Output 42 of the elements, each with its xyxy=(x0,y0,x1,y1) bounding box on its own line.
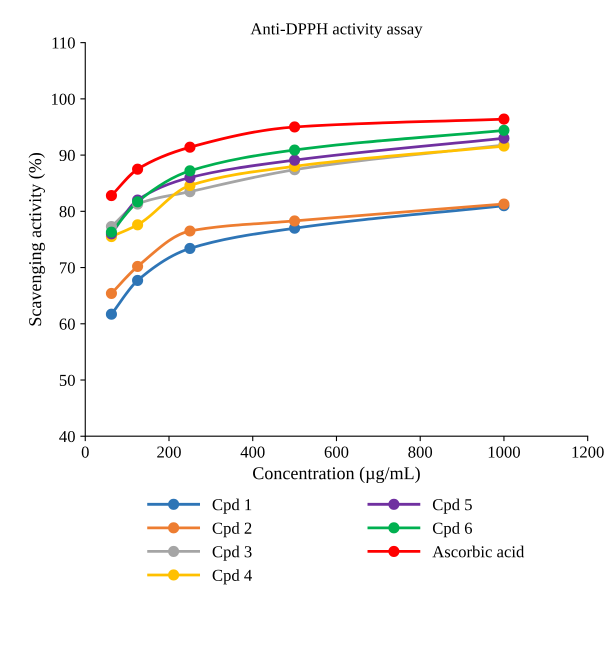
chart-title: Anti-DPPH activity assay xyxy=(250,23,423,38)
point xyxy=(498,114,510,125)
point xyxy=(106,288,117,299)
point xyxy=(289,121,300,133)
y-tick-label: 40 xyxy=(59,430,75,442)
point xyxy=(106,190,117,202)
y-tick-label: 80 xyxy=(60,206,75,218)
legend-label: Cpd 2 xyxy=(212,522,252,538)
point xyxy=(289,215,300,226)
y-axis-title: Scavenging activity (%) xyxy=(28,152,45,326)
point xyxy=(289,144,300,156)
y-tick-label: 60 xyxy=(60,318,75,330)
x-tick-label: 800 xyxy=(408,446,432,458)
point xyxy=(498,124,510,136)
y-tick-label: 50 xyxy=(60,374,75,386)
x-tick-label: 400 xyxy=(240,446,265,458)
y-tick-label: 70 xyxy=(60,262,75,274)
y-tick-label: 90 xyxy=(59,150,75,162)
legend-label: Ascorbic acid xyxy=(432,546,524,558)
point xyxy=(106,308,117,320)
legend-label: Cpd 4 xyxy=(212,569,252,584)
x-tick-label: 600 xyxy=(324,446,348,458)
point xyxy=(184,242,196,254)
legend-label: Cpd 5 xyxy=(432,498,472,514)
x-tick-label: 1200 xyxy=(572,446,604,458)
legend-label: Cpd 1 xyxy=(212,498,252,514)
x-axis-title: Concentration (µg/mL) xyxy=(253,466,420,484)
point xyxy=(132,260,144,272)
point xyxy=(132,164,144,175)
point xyxy=(289,154,300,166)
point xyxy=(132,274,144,286)
x-tick-label: 200 xyxy=(157,446,181,458)
y-tick-label: 100 xyxy=(52,94,75,105)
point xyxy=(184,225,196,237)
x-tick-label: 0 xyxy=(82,446,89,458)
y-tick-label: 110 xyxy=(52,37,75,49)
point xyxy=(184,165,196,176)
legend-label: Cpd 6 xyxy=(432,522,472,538)
point xyxy=(132,219,144,230)
point xyxy=(184,142,196,153)
x-tick-label: 1000 xyxy=(488,446,520,458)
legend-label: Cpd 3 xyxy=(212,546,252,561)
